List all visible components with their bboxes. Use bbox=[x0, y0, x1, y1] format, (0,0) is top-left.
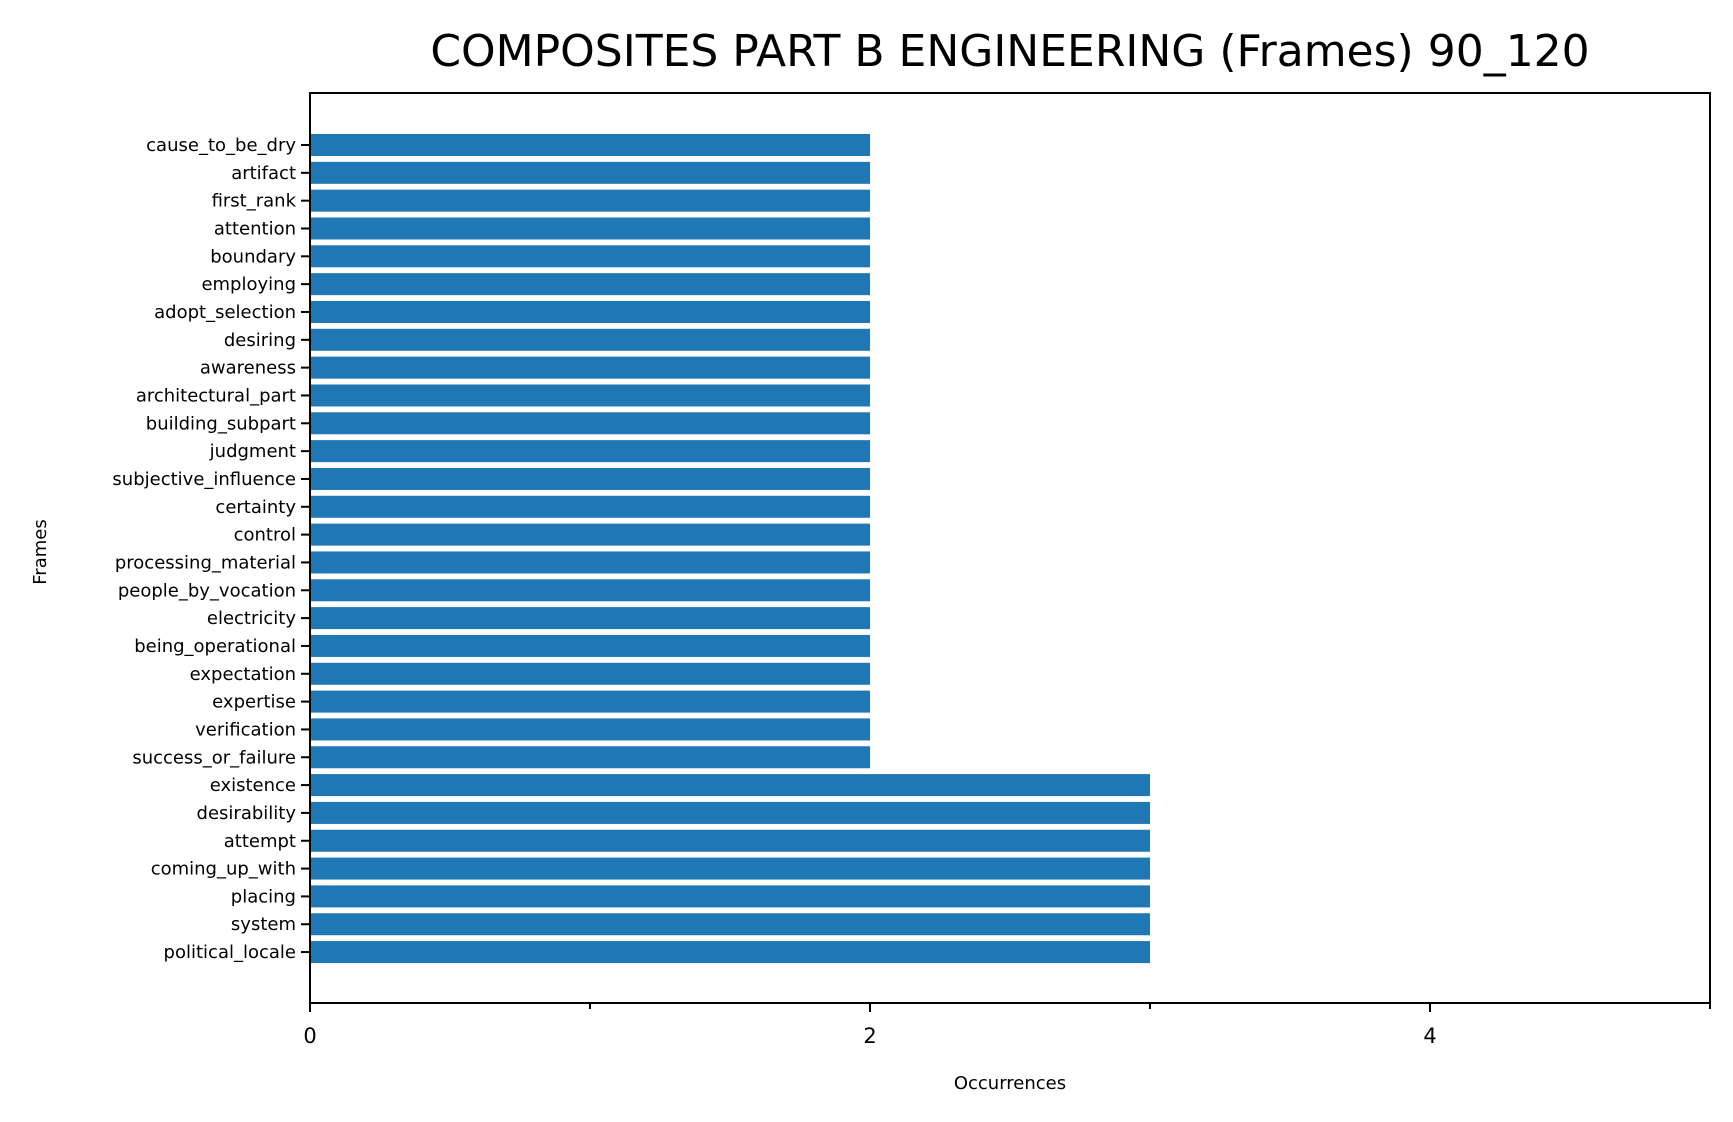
chart-title: COMPOSITES PART B ENGINEERING (Frames) 9… bbox=[430, 26, 1589, 77]
bar-placing bbox=[310, 885, 1150, 908]
bar-architectural_part bbox=[310, 384, 870, 407]
x-tick-label: 2 bbox=[863, 1024, 876, 1048]
y-tick-label: desirability bbox=[197, 803, 297, 824]
bar-desirability bbox=[310, 801, 1150, 824]
bar-cause_to_be_dry bbox=[310, 134, 870, 156]
bar-building_subpart bbox=[310, 412, 870, 435]
x-tick-label: 0 bbox=[303, 1024, 316, 1048]
y-tick-label: expertise bbox=[212, 692, 296, 713]
bar-verification bbox=[310, 718, 870, 741]
bar-electricity bbox=[310, 607, 870, 630]
x-axis-ticks: 0 2 4 bbox=[303, 1003, 1711, 1048]
y-tick-label: control bbox=[234, 525, 296, 546]
y-tick-label: system bbox=[231, 914, 296, 935]
bar-first_rank bbox=[310, 189, 870, 212]
bar-attention bbox=[310, 217, 870, 240]
y-tick-label: being_operational bbox=[134, 636, 296, 657]
bar-artifact bbox=[310, 161, 870, 184]
y-tick-label: boundary bbox=[210, 246, 296, 267]
bar-attempt bbox=[310, 829, 1150, 852]
y-tick-label: placing bbox=[231, 886, 296, 907]
y-tick-label: desiring bbox=[224, 330, 296, 351]
bar-boundary bbox=[310, 245, 870, 268]
y-tick-label: coming_up_with bbox=[151, 859, 296, 880]
x-axis-label: Occurrences bbox=[954, 1073, 1066, 1094]
y-tick-label: success_or_failure bbox=[132, 747, 296, 768]
y-tick-label: verification bbox=[195, 719, 296, 740]
y-tick-label: existence bbox=[210, 775, 296, 796]
bar-processing_material bbox=[310, 551, 870, 574]
bar-people_by_vocation bbox=[310, 579, 870, 602]
y-tick-label: processing_material bbox=[115, 552, 296, 573]
y-tick-label: employing bbox=[201, 274, 296, 295]
bar-desiring bbox=[310, 328, 870, 351]
y-axis-label: Frames bbox=[30, 519, 51, 584]
bar-being_operational bbox=[310, 634, 870, 657]
bar-control bbox=[310, 523, 870, 546]
bar-adopt_selection bbox=[310, 300, 870, 323]
plot-frame bbox=[309, 92, 1711, 1004]
x-tick-label: 4 bbox=[1423, 1024, 1436, 1048]
y-tick-label: subjective_influence bbox=[112, 469, 296, 490]
bar-political_locale bbox=[310, 941, 1150, 964]
y-tick-label: political_locale bbox=[164, 942, 296, 963]
y-tick-label: architectural_part bbox=[136, 385, 296, 406]
y-tick-label: people_by_vocation bbox=[118, 580, 296, 601]
bar-expertise bbox=[310, 690, 870, 713]
bar-judgment bbox=[310, 440, 870, 463]
y-tick-label: cause_to_be_dry bbox=[146, 135, 296, 156]
bar-awareness bbox=[310, 356, 870, 379]
y-tick-label: electricity bbox=[207, 608, 296, 629]
bar-existence bbox=[310, 774, 1150, 797]
bar-subjective_influence bbox=[310, 467, 870, 490]
bars-layer bbox=[310, 134, 1150, 964]
y-tick-label: awareness bbox=[200, 358, 296, 379]
y-tick-label: judgment bbox=[209, 441, 296, 462]
bar-expectation bbox=[310, 662, 870, 685]
bar-employing bbox=[310, 273, 870, 296]
y-tick-label: attention bbox=[214, 218, 296, 239]
bar-success_or_failure bbox=[310, 746, 870, 769]
y-tick-label: building_subpart bbox=[146, 413, 296, 434]
y-tick-label: artifact bbox=[231, 163, 296, 184]
y-tick-label: attempt bbox=[224, 831, 296, 852]
y-axis-ticks: cause_to_be_dry artifact first_rankattenti… bbox=[112, 135, 310, 963]
y-tick-label: certainty bbox=[215, 497, 296, 518]
y-tick-label: expectation bbox=[190, 664, 296, 685]
y-tick-label: adopt_selection bbox=[154, 302, 296, 323]
bar-system bbox=[310, 913, 1150, 936]
y-tick-label: first_rank bbox=[212, 191, 297, 212]
bar-coming_up_with bbox=[310, 857, 1150, 880]
bar-certainty bbox=[310, 495, 870, 518]
